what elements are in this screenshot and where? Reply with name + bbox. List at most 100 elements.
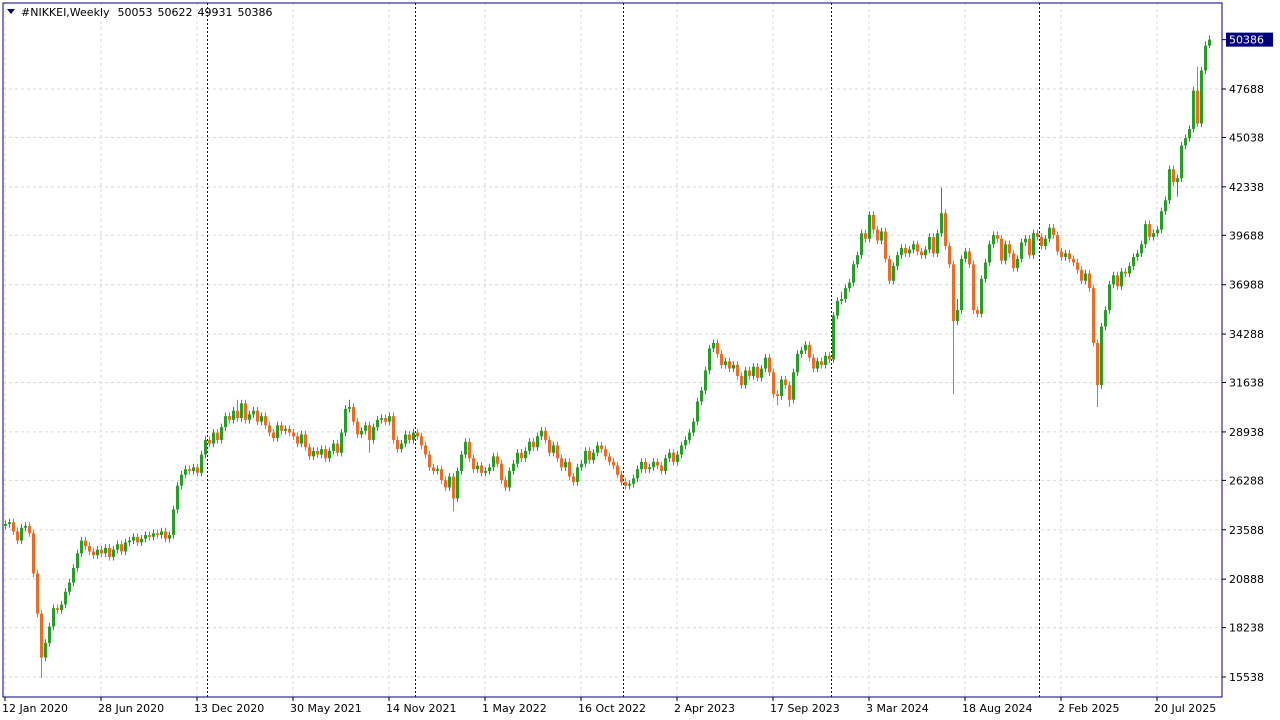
candle-body (1140, 244, 1143, 254)
candle-body (28, 525, 31, 534)
candle-body (1068, 253, 1071, 259)
candle-body (152, 533, 155, 537)
candle-body (532, 441, 535, 448)
candle-body (804, 344, 807, 351)
candle-body (512, 463, 515, 472)
candle-body (144, 535, 147, 539)
y-tick-label: 20888 (1229, 573, 1264, 586)
candle-body (692, 421, 695, 433)
candle-body (740, 375, 743, 386)
y-tick-label: 26288 (1229, 474, 1264, 487)
candle-body (1096, 342, 1099, 386)
candle-body (636, 469, 639, 479)
candle-body (596, 445, 599, 453)
candle-body (756, 366, 759, 378)
candle-body (724, 361, 727, 365)
candle-body (12, 522, 15, 532)
candle-body (548, 439, 551, 453)
y-tick-label: 31638 (1229, 377, 1264, 390)
candle-body (952, 264, 955, 322)
candle-body (968, 251, 971, 265)
candle-body (432, 467, 435, 472)
candle-body (872, 214, 875, 230)
candle-body (504, 480, 507, 488)
candle-body (1012, 253, 1015, 269)
candle-body (72, 567, 75, 583)
candle-body (640, 461, 643, 470)
candle-body (216, 432, 219, 440)
candle-body (212, 432, 215, 444)
candle-body (92, 551, 95, 556)
candle-body (304, 434, 307, 448)
candle-body (1032, 233, 1035, 256)
candle-body (720, 353, 723, 365)
candle-body (728, 361, 731, 369)
candle-body (1016, 258, 1019, 269)
candle-body (972, 264, 975, 311)
x-tick-label: 14 Nov 2021 (386, 702, 456, 715)
candle-body (988, 244, 991, 263)
candle-body (220, 427, 223, 440)
candle-body (1104, 310, 1107, 327)
candle-body (404, 434, 407, 444)
candle-body (860, 233, 863, 256)
candle-body (668, 452, 671, 459)
candle-body (1024, 238, 1027, 243)
candle-body (1128, 266, 1131, 274)
candle-body (4, 524, 7, 526)
candle-body (336, 443, 339, 453)
candle-body (60, 604, 63, 611)
candle-body (200, 454, 203, 473)
y-tick-label: 45038 (1229, 131, 1264, 144)
candle-body (360, 430, 363, 435)
candle-body (980, 278, 983, 314)
x-tick-label: 13 Dec 2020 (194, 702, 264, 715)
candle-body (1168, 169, 1171, 201)
candle-body (656, 461, 659, 466)
candle-body (340, 432, 343, 453)
candle-body (528, 441, 531, 451)
header-open: 50053 (118, 6, 153, 19)
candle-body (248, 414, 251, 420)
candle-body (260, 416, 263, 422)
candle-body (428, 454, 431, 468)
header-high: 50622 (158, 6, 193, 19)
header-close: 50386 (238, 6, 273, 19)
candle-body (572, 476, 575, 482)
candle-body (868, 214, 871, 239)
menu-triangle[interactable] (7, 9, 15, 14)
candle-body (560, 458, 563, 468)
candle-body (880, 231, 883, 241)
chart-title: #NIKKEI,Weekly (21, 6, 110, 19)
candle-body (1100, 326, 1103, 386)
candle-body (204, 439, 207, 455)
candle-body (960, 258, 963, 311)
candle-body (704, 370, 707, 391)
candle-body (1020, 242, 1023, 259)
candle-body (496, 456, 499, 464)
candle-body (1180, 145, 1183, 179)
candle-body (852, 264, 855, 283)
candle-body (848, 282, 851, 289)
y-tick-label: 39688 (1229, 229, 1264, 242)
candle-body (156, 533, 159, 536)
candle-body (296, 436, 299, 444)
candle-body (828, 355, 831, 360)
candle-body (1112, 275, 1115, 285)
candle-body (900, 247, 903, 256)
candle-body (840, 299, 843, 301)
candle-body (1028, 238, 1031, 256)
candle-body (396, 439, 399, 450)
candle-body (400, 443, 403, 450)
candle-body (660, 465, 663, 472)
candle-body (380, 417, 383, 420)
candle-body (124, 542, 127, 552)
candle-body (600, 445, 603, 450)
candle-body (52, 608, 55, 627)
candle-body (484, 471, 487, 473)
candle-body (64, 591, 67, 605)
candle-body (32, 533, 35, 574)
candle-body (536, 436, 539, 448)
candle-body (168, 535, 171, 539)
